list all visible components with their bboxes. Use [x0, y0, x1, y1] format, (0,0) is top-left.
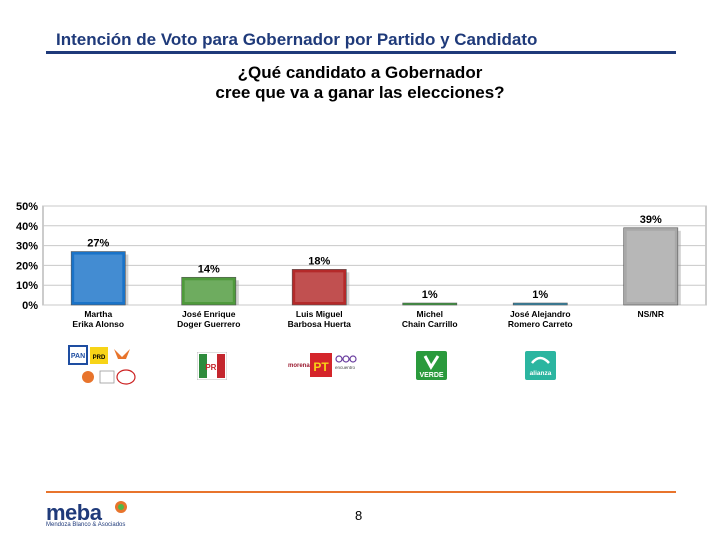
title-divider	[46, 51, 676, 54]
x-tick-label: Doger Guerrero	[177, 319, 240, 329]
y-tick-label: 10%	[16, 280, 38, 292]
alianza-logo-text: alianza	[530, 370, 552, 377]
footer-divider	[46, 491, 676, 493]
pri-logo: PRI	[196, 351, 228, 385]
encuentro-logo-text: encuentro	[335, 365, 356, 370]
x-tick-label: José Enrique	[182, 309, 236, 319]
x-tick-label: José Alejandro	[510, 309, 571, 319]
x-tick-label: Romero Carreto	[508, 319, 573, 329]
y-tick-label: 0%	[22, 300, 38, 312]
x-tick-label: Michel	[417, 309, 443, 319]
morena-logo-text: morena	[288, 363, 310, 369]
data-label: 27%	[87, 238, 109, 250]
page-number: 8	[355, 508, 363, 523]
chart-question-line-1: ¿Qué candidato a Gobernador	[237, 63, 483, 82]
data-label: 18%	[308, 255, 330, 267]
bar-highlight	[74, 254, 123, 302]
bar-highlight	[184, 280, 233, 302]
verde-logo-text: VERDE	[419, 372, 443, 379]
bar	[512, 302, 568, 306]
plot-area	[42, 205, 707, 306]
brand-logo-mark-icon	[115, 501, 127, 513]
pt-logo-text: PT	[313, 360, 329, 374]
x-tick-label: Erika Alonso	[72, 319, 124, 329]
party-logos-coalition-pan: PAN PRD	[68, 345, 138, 392]
brand-logo-wordmark: meba	[46, 500, 102, 525]
x-tick-label: Martha	[84, 309, 112, 319]
bar-highlight	[626, 230, 675, 302]
alianza-logo: alianza	[525, 351, 556, 385]
chart-question-line-2: cree que va a ganar las elecciones?	[215, 83, 505, 102]
brand-logo-subtitle: Mendoza Blanco & Asociados	[46, 522, 126, 528]
verde-logo: VERDE	[416, 351, 447, 385]
x-tick-label: Luis Miguel	[296, 309, 343, 319]
data-label: 14%	[198, 263, 220, 275]
slide-title: Intención de Voto para Gobernador por Pa…	[56, 30, 538, 49]
y-tick-label: 20%	[16, 260, 38, 272]
bar	[181, 276, 237, 306]
data-label: 1%	[422, 289, 438, 301]
party-logos-coalition-morena: morena PT encuentro	[288, 351, 360, 386]
bar	[291, 269, 347, 306]
x-tick-label: NS/NR	[638, 309, 664, 319]
data-label: 39%	[640, 214, 662, 226]
pan-logo-text: PAN	[71, 353, 85, 360]
y-tick-label: 50%	[16, 201, 38, 213]
x-tick-label: Chain Carrillo	[402, 319, 458, 329]
bar-highlight	[295, 272, 344, 302]
data-label: 1%	[532, 289, 548, 301]
bar	[623, 227, 679, 306]
bar	[70, 251, 126, 306]
y-tick-label: 30%	[16, 241, 38, 253]
prd-logo-text: PRD	[93, 355, 106, 361]
bar	[402, 302, 458, 306]
y-tick-label: 40%	[16, 221, 38, 233]
x-tick-label: Barbosa Huerta	[288, 319, 352, 329]
pri-logo-text: PRI	[205, 363, 218, 372]
